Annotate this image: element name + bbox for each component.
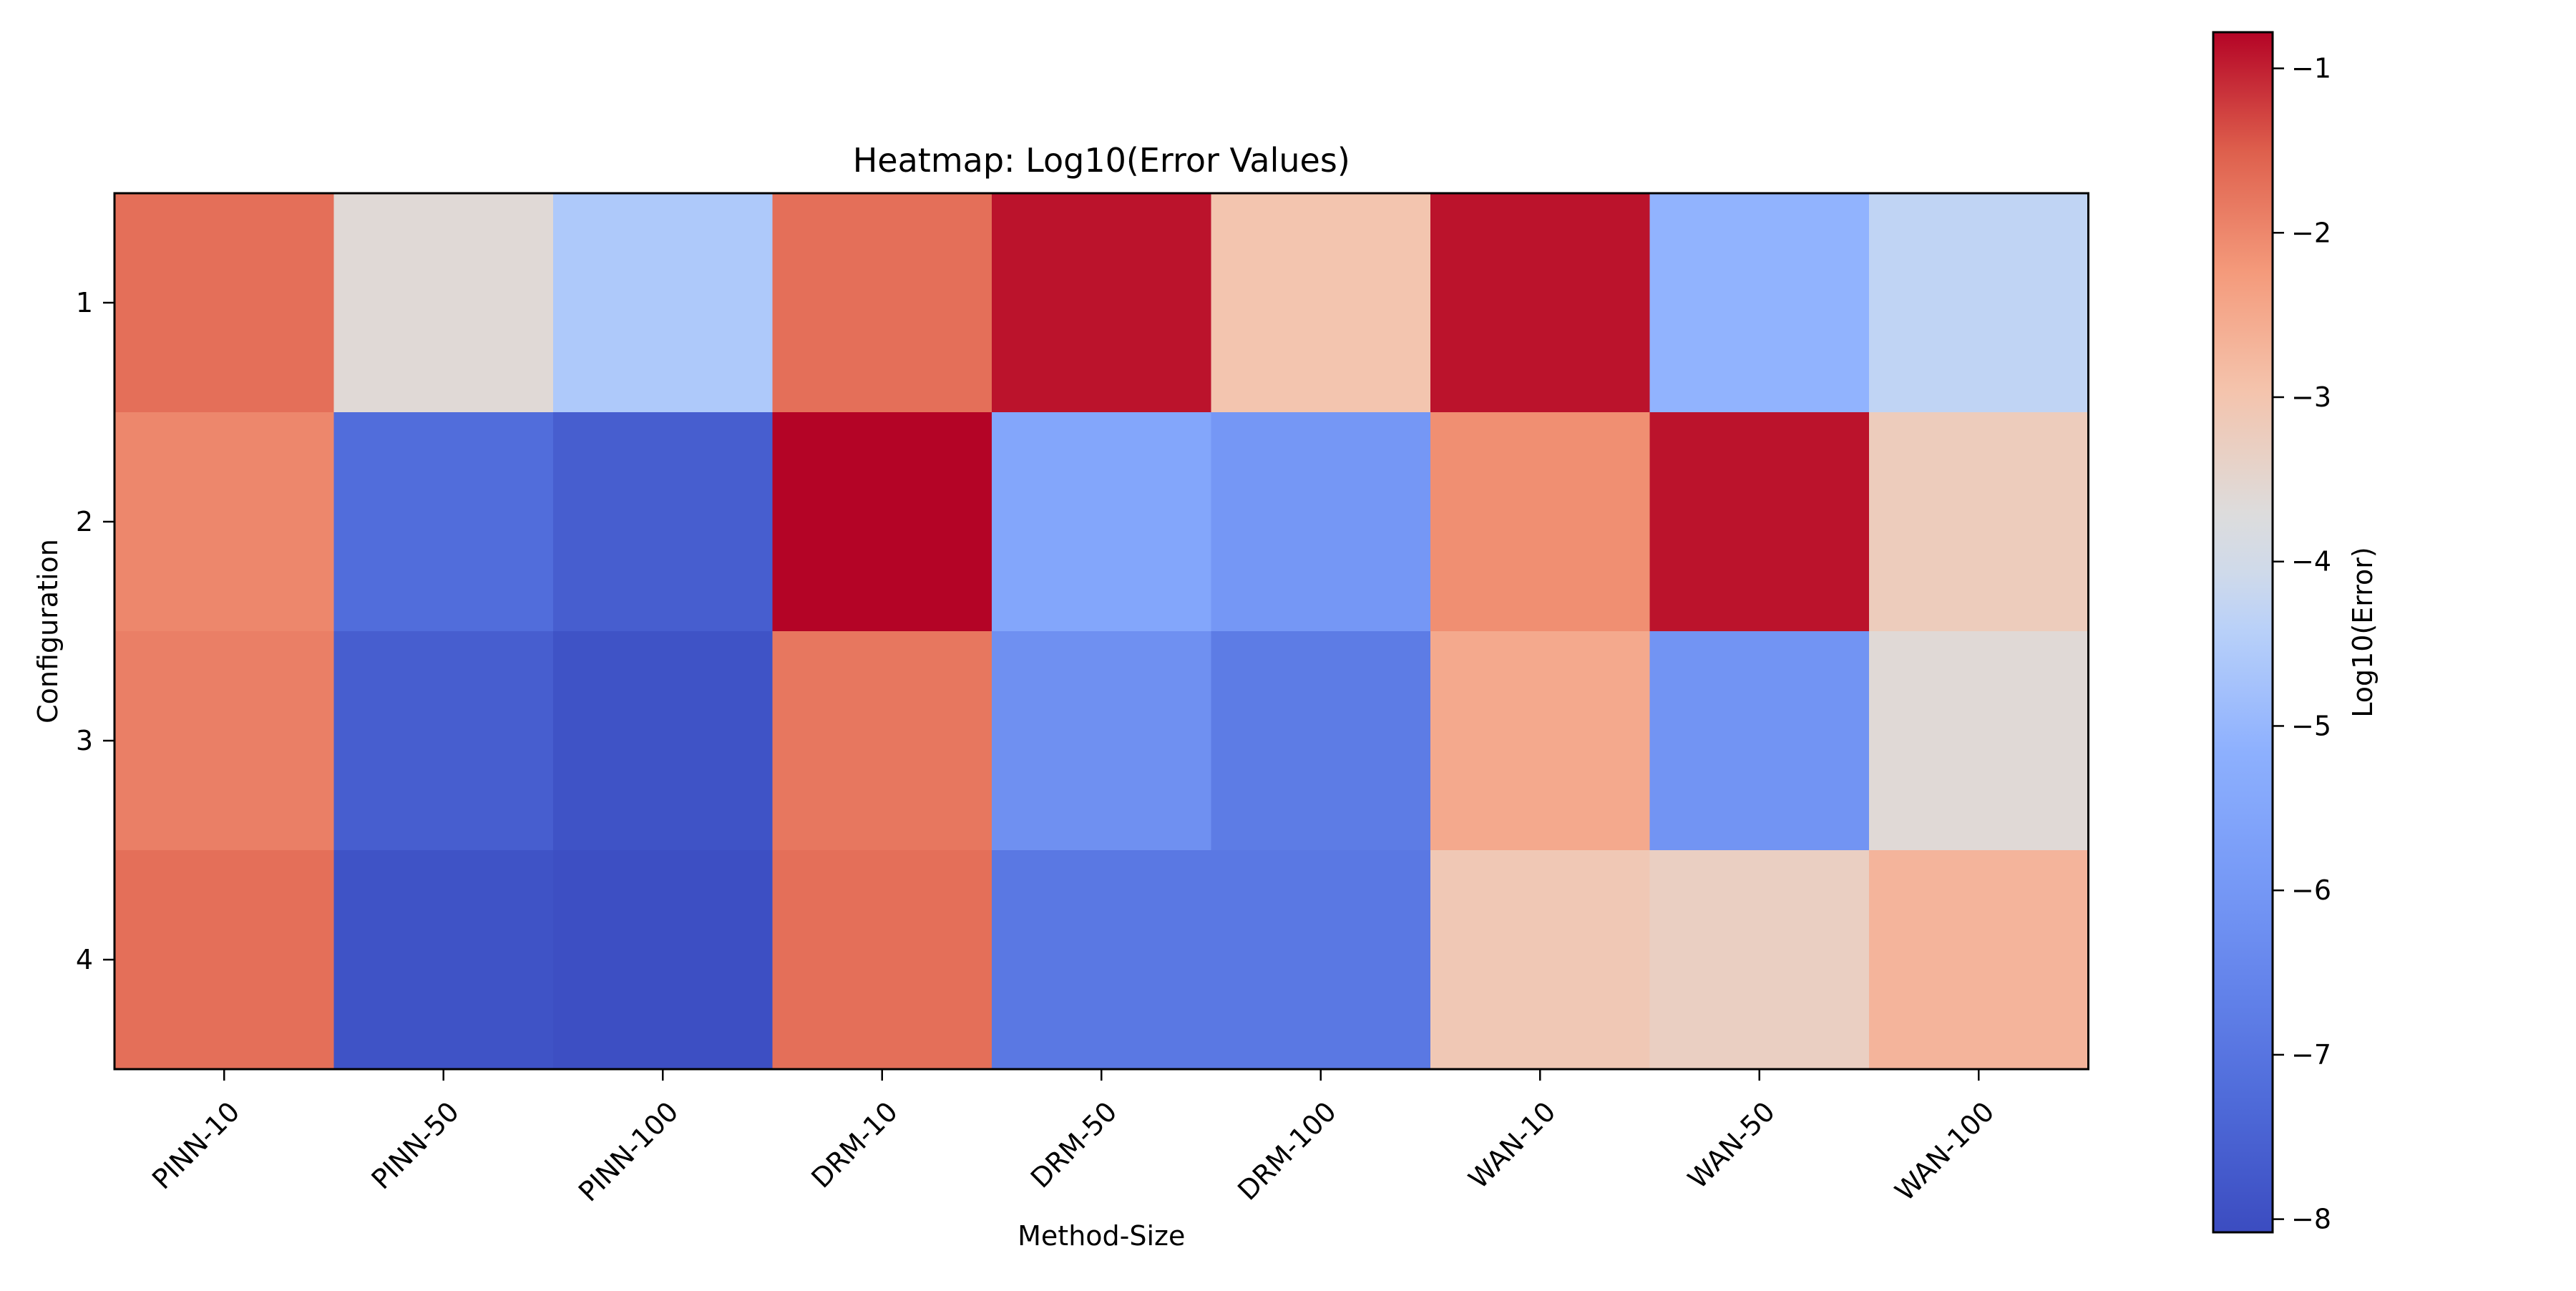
colorbar xyxy=(2212,31,2274,1234)
heatmap-cell-r2-drm-100 xyxy=(1211,412,1431,632)
heatmap-cell-r2-drm-50 xyxy=(992,412,1212,632)
heatmap-cell-r4-pinn-10 xyxy=(114,850,335,1070)
heatmap-cell-r3-wan-10 xyxy=(1430,631,1651,851)
x-axis-ticks: PINN-10 PINN-50 PINN-100 DRM-10 DRM-50 DRM-10… xyxy=(146,1069,2000,1207)
x-tick-label: PINN-50 xyxy=(366,1096,465,1195)
heatmap-cell-r2-wan-100 xyxy=(1869,412,2089,632)
x-tick-label: PINN-100 xyxy=(572,1096,684,1207)
heatmap-cell-r2-wan-10 xyxy=(1430,412,1651,632)
colorbar-tick-label: −3 xyxy=(2291,381,2331,413)
x-tick-label: DRM-100 xyxy=(1231,1096,1342,1207)
heatmap-cell-r1-wan-100 xyxy=(1869,193,2089,413)
heatmap-cell-r1-drm-10 xyxy=(772,193,992,413)
y-tick-label: 1 xyxy=(76,287,93,318)
colorbar-label: Log10(Error) xyxy=(2347,547,2379,718)
chart-title: Heatmap: Log10(Error Values) xyxy=(853,141,1350,180)
heatmap-cell-r2-wan-50 xyxy=(1649,412,1870,632)
heatmap-cell-r1-pinn-10 xyxy=(114,193,335,413)
heatmap-cell-r1-drm-50 xyxy=(992,193,1212,413)
heatmap-cell-r1-wan-50 xyxy=(1649,193,1870,413)
heatmap-cell-r4-drm-100 xyxy=(1211,850,1431,1070)
heatmap-cell-r3-wan-100 xyxy=(1869,631,2089,851)
y-tick-label: 4 xyxy=(76,944,93,975)
x-tick-label: DRM-10 xyxy=(805,1096,904,1194)
x-axis-label: Method-Size xyxy=(1018,1220,1185,1252)
x-tick-label: WAN-10 xyxy=(1463,1096,1562,1195)
heatmap-cell-r4-pinn-100 xyxy=(553,850,774,1070)
heatmap-cell-r4-drm-50 xyxy=(992,850,1212,1070)
x-tick-label: WAN-50 xyxy=(1682,1096,1781,1195)
heatmap-cell-r2-pinn-100 xyxy=(553,412,774,632)
heatmap-cell-r3-pinn-100 xyxy=(553,631,774,851)
heatmap-cell-r1-pinn-100 xyxy=(553,193,774,413)
colorbar-ticks: −1 −2 −3 −4 −5 −6 −7 −8 xyxy=(2273,53,2331,1235)
colorbar-tick-label: −7 xyxy=(2291,1039,2331,1071)
heatmap-cell-r3-drm-10 xyxy=(772,631,992,851)
heatmap-cell-r4-wan-100 xyxy=(1869,850,2089,1070)
heatmap-cell-r3-pinn-50 xyxy=(333,631,554,851)
heatmap-cell-r4-pinn-50 xyxy=(333,850,554,1070)
colorbar-tick-label: −1 xyxy=(2291,53,2331,84)
colorbar-tick-label: −8 xyxy=(2291,1204,2331,1235)
x-tick-label: PINN-10 xyxy=(146,1096,245,1195)
heatmap-cell-r1-pinn-50 xyxy=(333,193,554,413)
colorbar-tick-label: −5 xyxy=(2291,710,2331,741)
heatmap-cell-r1-drm-100 xyxy=(1211,193,1431,413)
heatmap-cells xyxy=(114,193,2089,1070)
y-tick-label: 3 xyxy=(76,725,93,756)
heatmap-cell-r2-pinn-50 xyxy=(333,412,554,632)
heatmap-cell-r2-drm-10 xyxy=(772,412,992,632)
heatmap-cell-r4-wan-10 xyxy=(1430,850,1651,1070)
heatmap-cell-r3-drm-100 xyxy=(1211,631,1431,851)
heatmap-cell-r4-drm-10 xyxy=(772,850,992,1070)
heatmap-cell-r1-wan-10 xyxy=(1430,193,1651,413)
colorbar-tick-label: −2 xyxy=(2291,217,2331,248)
colorbar-tick-label: −4 xyxy=(2291,546,2331,578)
heatmap-cell-r3-drm-50 xyxy=(992,631,1212,851)
y-axis-ticks: 1 2 3 4 xyxy=(76,287,114,975)
heatmap-cell-r3-wan-50 xyxy=(1649,631,1870,851)
heatmap-cell-r2-pinn-10 xyxy=(114,412,335,632)
x-tick-label: DRM-50 xyxy=(1025,1096,1123,1194)
heatmap-cell-r4-wan-50 xyxy=(1649,850,1870,1070)
heatmap-cell-r3-pinn-10 xyxy=(114,631,335,851)
x-tick-label: WAN-100 xyxy=(1889,1096,2001,1207)
colorbar-tick-label: −6 xyxy=(2291,875,2331,906)
y-axis-label: Configuration xyxy=(32,539,64,724)
y-tick-label: 2 xyxy=(76,506,93,537)
